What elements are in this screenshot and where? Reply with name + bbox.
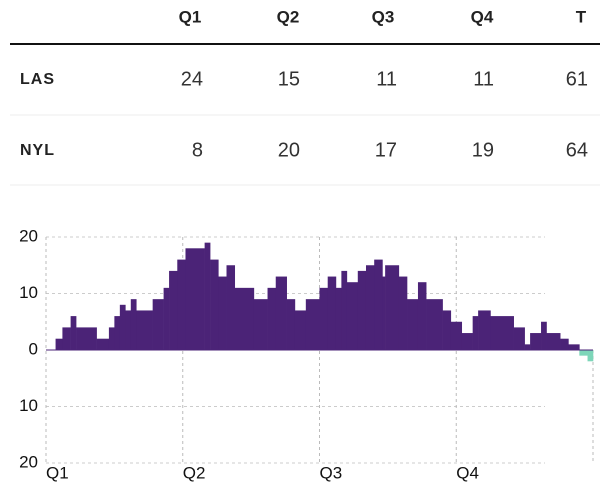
lead-step — [398, 276, 408, 350]
lead-step — [76, 327, 97, 350]
lead-step — [327, 276, 337, 350]
x-tick-label: Q4 — [456, 463, 479, 482]
lead-step — [130, 299, 137, 350]
lead-step — [490, 316, 514, 350]
lead-step — [319, 287, 329, 350]
lead-step — [341, 270, 348, 350]
lead-step — [275, 276, 287, 350]
lead-step — [96, 338, 110, 350]
lead-step — [267, 287, 277, 350]
lead-step — [108, 327, 115, 350]
lead-step — [226, 265, 236, 350]
lead-step — [55, 338, 63, 350]
x-tick-label: Q3 — [320, 463, 343, 482]
team-name: NYL — [20, 142, 55, 159]
score: 17 — [375, 139, 397, 161]
lead-step — [210, 259, 219, 350]
lead-step — [587, 350, 594, 362]
lead-step — [546, 333, 561, 350]
score: 64 — [566, 139, 588, 161]
lead-step — [335, 287, 342, 350]
y-tick-label: 20 — [19, 452, 38, 471]
lead-step — [185, 248, 205, 350]
lead-step — [442, 310, 452, 350]
column-header: Q4 — [471, 7, 494, 26]
lead-step — [114, 316, 121, 350]
lead-step — [177, 259, 186, 350]
lead-step — [513, 327, 525, 350]
lead-step — [417, 282, 427, 350]
lead-step — [385, 265, 400, 350]
y-tick-label: 20 — [19, 226, 38, 245]
lead-step — [530, 333, 542, 350]
lead-step — [70, 316, 77, 350]
score: 11 — [473, 68, 494, 90]
lead-step — [204, 242, 211, 350]
score: 15 — [278, 68, 300, 90]
score: 20 — [278, 139, 300, 161]
score: 24 — [181, 68, 203, 90]
lead-step — [119, 304, 126, 350]
lead-step — [152, 299, 164, 350]
lead-step — [478, 310, 491, 350]
lead-step — [253, 299, 268, 350]
lead-step — [568, 344, 580, 350]
column-header: Q2 — [277, 7, 300, 26]
team-name: LAS — [20, 71, 55, 88]
y-tick-label: 0 — [29, 339, 38, 358]
score: 19 — [472, 139, 494, 161]
lead-step — [382, 276, 386, 350]
score: 8 — [192, 139, 203, 161]
lead-step — [218, 276, 227, 350]
lead-step — [541, 321, 547, 350]
lead-step — [450, 321, 463, 350]
score: 11 — [376, 68, 397, 90]
lead-step — [579, 350, 588, 356]
x-tick-label: Q1 — [46, 463, 69, 482]
lead-step — [426, 299, 443, 350]
lead-step — [560, 338, 569, 350]
lead-step — [62, 327, 71, 350]
lead-step — [234, 287, 255, 350]
score: 61 — [566, 68, 588, 90]
lead-step — [374, 259, 383, 350]
lead-step — [286, 299, 296, 350]
lead-step — [407, 299, 419, 350]
column-header: Q3 — [372, 7, 395, 26]
lead-step — [136, 310, 153, 350]
lead-step — [357, 270, 367, 350]
lead-step — [524, 344, 531, 350]
column-header: T — [576, 7, 587, 26]
lead-step — [305, 299, 320, 350]
lead-step — [169, 270, 178, 350]
y-tick-label: 10 — [19, 396, 38, 415]
lead-step — [461, 333, 473, 350]
y-tick-label: 10 — [19, 283, 38, 302]
lead-step — [365, 265, 375, 350]
column-header: Q1 — [179, 7, 202, 26]
lead-step — [472, 316, 479, 350]
lead-step — [294, 310, 307, 350]
lead-step — [163, 287, 170, 350]
lead-step — [125, 310, 132, 350]
lead-step — [346, 282, 359, 350]
x-tick-label: Q2 — [183, 463, 206, 482]
